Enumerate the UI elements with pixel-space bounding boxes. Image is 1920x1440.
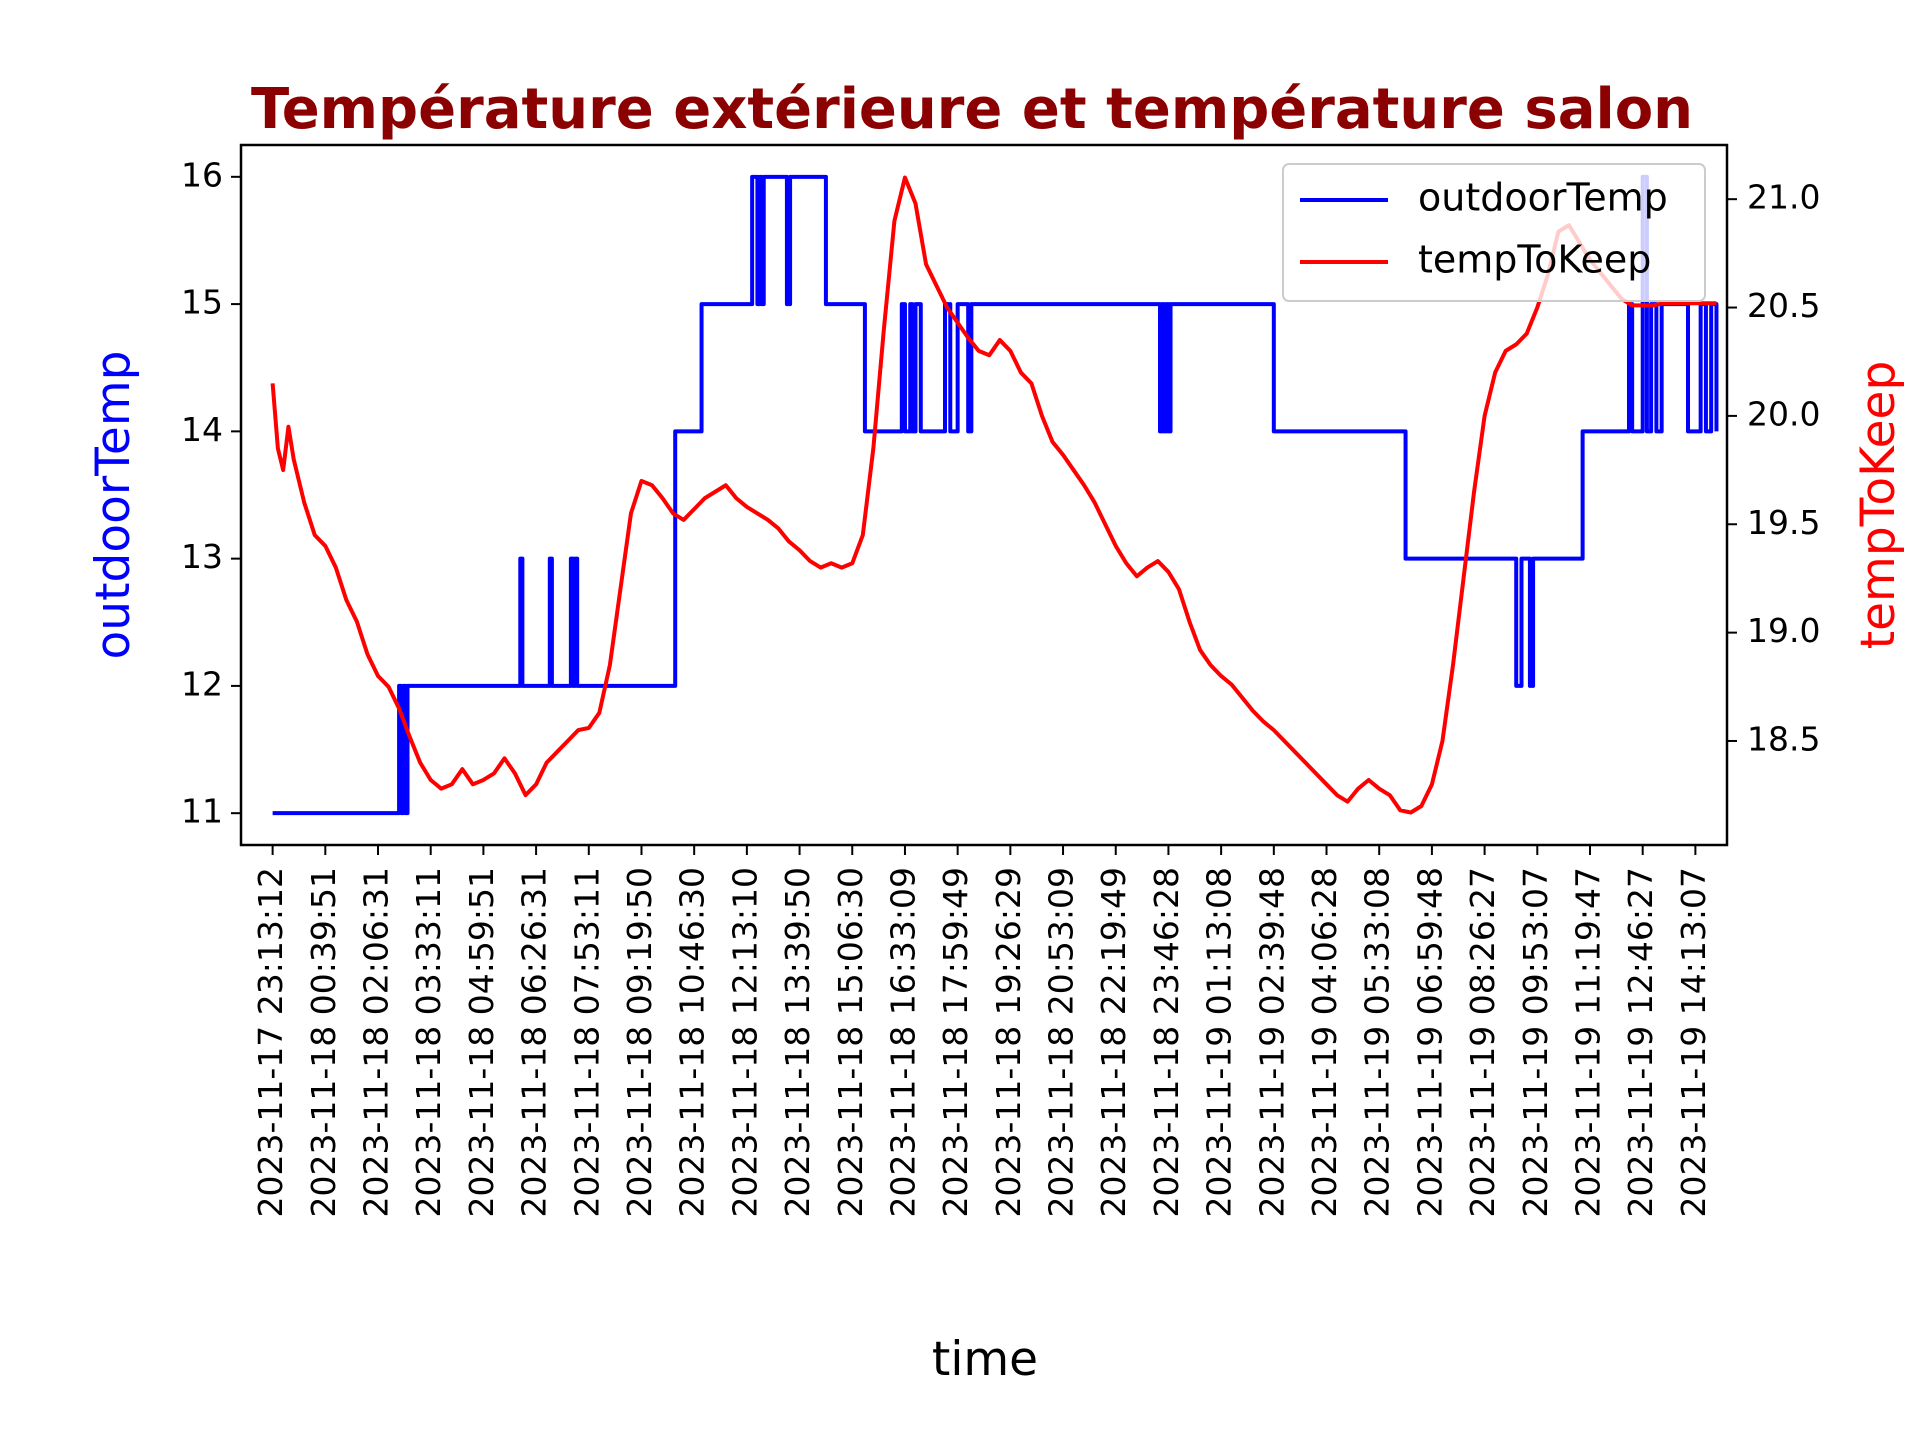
x-axis-ticks: 2023-11-17 23:13:12 2023-11-18 00:39:51 20… — [251, 845, 1713, 1217]
x-tick-label: 2023-11-18 12:13:10 — [725, 867, 764, 1217]
x-tick-label: 2023-11-18 15:06:30 — [831, 867, 870, 1217]
y-left-tick-label: 11 — [181, 792, 223, 831]
chart-title: Température extérieure et température sa… — [251, 77, 1693, 142]
x-tick-label: 2023-11-18 00:39:51 — [304, 867, 343, 1217]
x-tick-label: 2023-11-18 06:26:31 — [515, 867, 554, 1217]
y-left-axis-ticks: 11 12 13 14 15 16 — [181, 155, 241, 831]
series-line-outdoorTemp — [272, 174, 1719, 816]
y-right-tick-label: 20.0 — [1747, 394, 1820, 433]
x-tick-label: 2023-11-17 23:13:12 — [251, 867, 290, 1217]
plot-frame — [239, 143, 1729, 847]
x-tick-label: 2023-11-18 19:26:29 — [989, 867, 1028, 1217]
x-tick-label: 2023-11-18 07:53:11 — [567, 867, 606, 1217]
x-tick-label: 2023-11-18 17:59:49 — [936, 867, 975, 1217]
x-tick-label: 2023-11-19 14:13:07 — [1674, 867, 1713, 1217]
legend-box — [1282, 163, 1706, 302]
x-tick-label: 2023-11-18 13:39:50 — [778, 867, 817, 1217]
x-tick-label: 2023-11-19 08:26:27 — [1463, 867, 1502, 1217]
x-tick-label: 2023-11-18 09:19:50 — [620, 867, 659, 1217]
y-right-axis-label: tempToKeep — [1851, 361, 1906, 650]
y-left-tick-label: 16 — [181, 155, 223, 194]
x-tick-label: 2023-11-19 02:39:48 — [1252, 867, 1291, 1217]
x-tick-label: 2023-11-19 11:19:47 — [1568, 867, 1607, 1217]
legend: outdoorTemp tempToKeep — [1282, 163, 1706, 302]
x-tick-label: 2023-11-18 03:33:11 — [409, 867, 448, 1217]
x-axis-label: time — [932, 1332, 1038, 1387]
x-tick-label: 2023-11-18 23:46:28 — [1147, 867, 1186, 1217]
x-tick-label: 2023-11-18 02:06:31 — [357, 867, 396, 1217]
plot-area — [270, 174, 1719, 816]
y-left-tick-label: 12 — [181, 664, 223, 703]
y-left-axis-label: outdoorTemp — [86, 351, 141, 660]
x-tick-label: 2023-11-18 20:53:09 — [1042, 867, 1081, 1217]
y-left-tick-label: 15 — [181, 283, 223, 322]
legend-label-tempToKeep: tempToKeep — [1418, 238, 1651, 282]
legend-label-outdoorTemp: outdoorTemp — [1418, 176, 1668, 220]
series-line-tempToKeep — [270, 175, 1717, 815]
y-right-axis-ticks: 18.5 19.0 19.5 20.0 20.5 21.0 — [1727, 178, 1820, 758]
x-tick-label: 2023-11-18 10:46:30 — [673, 867, 712, 1217]
x-tick-label: 2023-11-18 22:19:49 — [1094, 867, 1133, 1217]
x-tick-label: 2023-11-19 06:59:48 — [1410, 867, 1449, 1217]
y-right-tick-label: 20.5 — [1747, 286, 1820, 325]
y-right-tick-label: 21.0 — [1747, 178, 1820, 217]
y-left-tick-label: 13 — [181, 537, 223, 576]
x-tick-label: 2023-11-19 05:33:08 — [1358, 867, 1397, 1217]
x-tick-label: 2023-11-19 09:53:07 — [1516, 867, 1555, 1217]
x-tick-label: 2023-11-18 16:33:09 — [883, 867, 922, 1217]
y-right-tick-label: 19.5 — [1747, 503, 1820, 542]
y-left-tick-label: 14 — [181, 410, 223, 449]
x-tick-label: 2023-11-19 12:46:27 — [1621, 867, 1660, 1217]
y-right-tick-label: 18.5 — [1747, 719, 1820, 758]
x-tick-label: 2023-11-19 01:13:08 — [1200, 867, 1239, 1217]
y-right-tick-label: 19.0 — [1747, 611, 1820, 650]
x-tick-label: 2023-11-18 04:59:51 — [462, 867, 501, 1217]
x-tick-label: 2023-11-19 04:06:28 — [1305, 867, 1344, 1217]
